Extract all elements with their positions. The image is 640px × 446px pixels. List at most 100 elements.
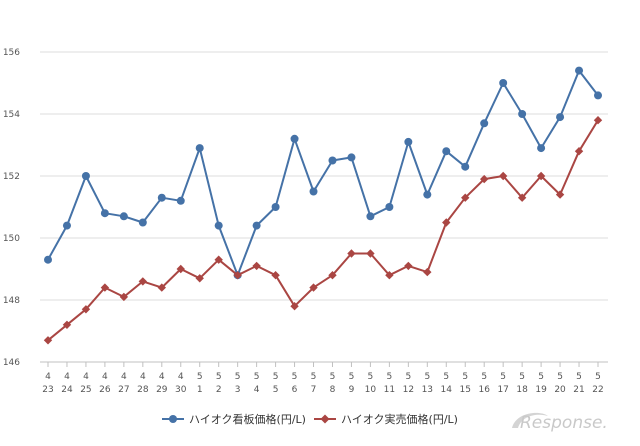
x-tick-month-5: 4 [140, 372, 146, 382]
y-tick-label-156: 156 [3, 48, 20, 58]
x-tick-day-20: 13 [422, 385, 433, 395]
x-tick-day-7: 30 [175, 385, 187, 395]
x-tick-month-24: 5 [500, 372, 506, 382]
x-tick-month-3: 4 [102, 372, 108, 382]
x-tick-day-3: 26 [99, 385, 111, 395]
x-tick-day-9: 2 [216, 385, 222, 395]
data-point-1-13 [290, 302, 299, 311]
data-point-1-17 [366, 249, 375, 258]
data-point-1-26 [536, 171, 546, 181]
x-tick-month-10: 5 [235, 372, 241, 382]
x-tick-month-26: 5 [538, 372, 544, 382]
x-tick-day-5: 28 [137, 385, 149, 395]
legend-marker-signboard [169, 415, 177, 423]
data-point-0-9 [214, 221, 223, 230]
data-point-1-6 [157, 283, 166, 292]
x-tick-day-12: 5 [273, 385, 279, 395]
data-point-0-5 [138, 218, 147, 227]
data-point-1-28 [574, 147, 584, 156]
x-tick-day-17: 10 [365, 385, 377, 395]
x-tick-month-12: 5 [273, 372, 279, 382]
data-point-1-21 [442, 218, 451, 227]
x-tick-month-25: 5 [519, 372, 525, 382]
data-point-0-28 [575, 66, 584, 75]
x-tick-day-24: 17 [497, 385, 508, 395]
series-layer [43, 66, 603, 345]
legend-marker-actual [320, 414, 330, 424]
data-point-0-27 [556, 113, 565, 122]
watermark-logo: Response. [512, 412, 608, 433]
x-tick-month-27: 5 [557, 372, 563, 382]
x-tick-month-19: 5 [405, 372, 411, 382]
x-tick-month-20: 5 [424, 372, 430, 382]
data-point-1-20 [423, 267, 432, 277]
data-point-1-4 [119, 292, 129, 302]
data-point-0-2 [81, 172, 90, 180]
x-tick-day-25: 18 [516, 385, 528, 395]
data-point-1-7 [176, 264, 185, 274]
watermark-swoosh-icon [512, 412, 548, 428]
x-tick-month-21: 5 [443, 372, 449, 382]
x-tick-month-23: 5 [481, 372, 487, 382]
data-point-0-3 [100, 209, 109, 218]
data-point-1-15 [328, 271, 337, 280]
x-tick-day-15: 8 [330, 385, 336, 395]
x-tick-day-29: 22 [592, 385, 603, 395]
x-tick-month-4: 4 [121, 372, 127, 382]
legend-item-signboard: ハイオク看板価格(円/L) [162, 412, 306, 426]
data-point-1-16 [347, 249, 356, 258]
data-point-0-22 [461, 162, 470, 171]
legend: ハイオク看板価格(円/L) ハイオク実売価格(円/L) [162, 412, 458, 426]
data-point-0-21 [442, 147, 451, 156]
x-tick-day-13: 6 [292, 385, 298, 395]
y-tick-label-146: 146 [3, 358, 20, 368]
data-point-1-5 [138, 277, 148, 286]
x-tick-day-27: 20 [554, 385, 566, 395]
x-axis: 4234244254264274284294305152535455565758… [42, 362, 604, 395]
data-point-0-7 [176, 196, 185, 205]
x-tick-month-8: 5 [197, 372, 203, 382]
data-point-0-13 [290, 134, 299, 143]
x-tick-day-18: 11 [384, 385, 395, 395]
data-point-0-17 [366, 212, 375, 221]
legend-label-actual: ハイオク実売価格(円/L) [341, 412, 458, 426]
x-tick-day-22: 15 [460, 385, 471, 395]
x-tick-month-0: 4 [45, 372, 51, 382]
data-point-0-24 [499, 79, 508, 87]
series-line-0 [47, 69, 599, 277]
data-point-0-0 [44, 255, 52, 264]
data-point-0-20 [423, 190, 432, 199]
y-tick-label-150: 150 [3, 234, 20, 244]
x-tick-day-1: 24 [61, 385, 73, 395]
x-tick-day-6: 29 [156, 385, 168, 395]
legend-item-actual: ハイオク実売価格(円/L) [314, 412, 458, 426]
data-point-1-2 [81, 305, 91, 314]
gridlines [40, 51, 608, 363]
y-tick-label-154: 154 [3, 110, 20, 120]
x-tick-day-2: 25 [80, 385, 91, 395]
x-tick-day-28: 21 [573, 385, 584, 395]
x-tick-month-7: 4 [178, 372, 184, 382]
data-point-1-23 [480, 174, 489, 184]
data-point-0-15 [328, 156, 337, 165]
data-point-1-22 [461, 193, 470, 202]
x-tick-month-18: 5 [387, 372, 393, 382]
x-tick-month-15: 5 [330, 372, 336, 382]
data-point-1-25 [517, 193, 527, 202]
data-point-0-12 [271, 203, 280, 211]
data-point-1-11 [252, 261, 261, 271]
x-tick-day-26: 19 [535, 385, 547, 395]
x-tick-day-19: 12 [403, 385, 414, 395]
data-point-1-3 [100, 283, 110, 292]
data-point-1-8 [195, 274, 204, 283]
data-point-1-9 [214, 255, 223, 264]
data-point-0-6 [157, 193, 166, 202]
data-point-1-24 [498, 171, 508, 181]
x-tick-day-21: 14 [441, 385, 453, 395]
data-point-0-4 [119, 212, 128, 221]
data-point-1-10 [233, 271, 242, 280]
data-point-0-11 [252, 221, 261, 230]
data-point-1-18 [385, 271, 394, 280]
